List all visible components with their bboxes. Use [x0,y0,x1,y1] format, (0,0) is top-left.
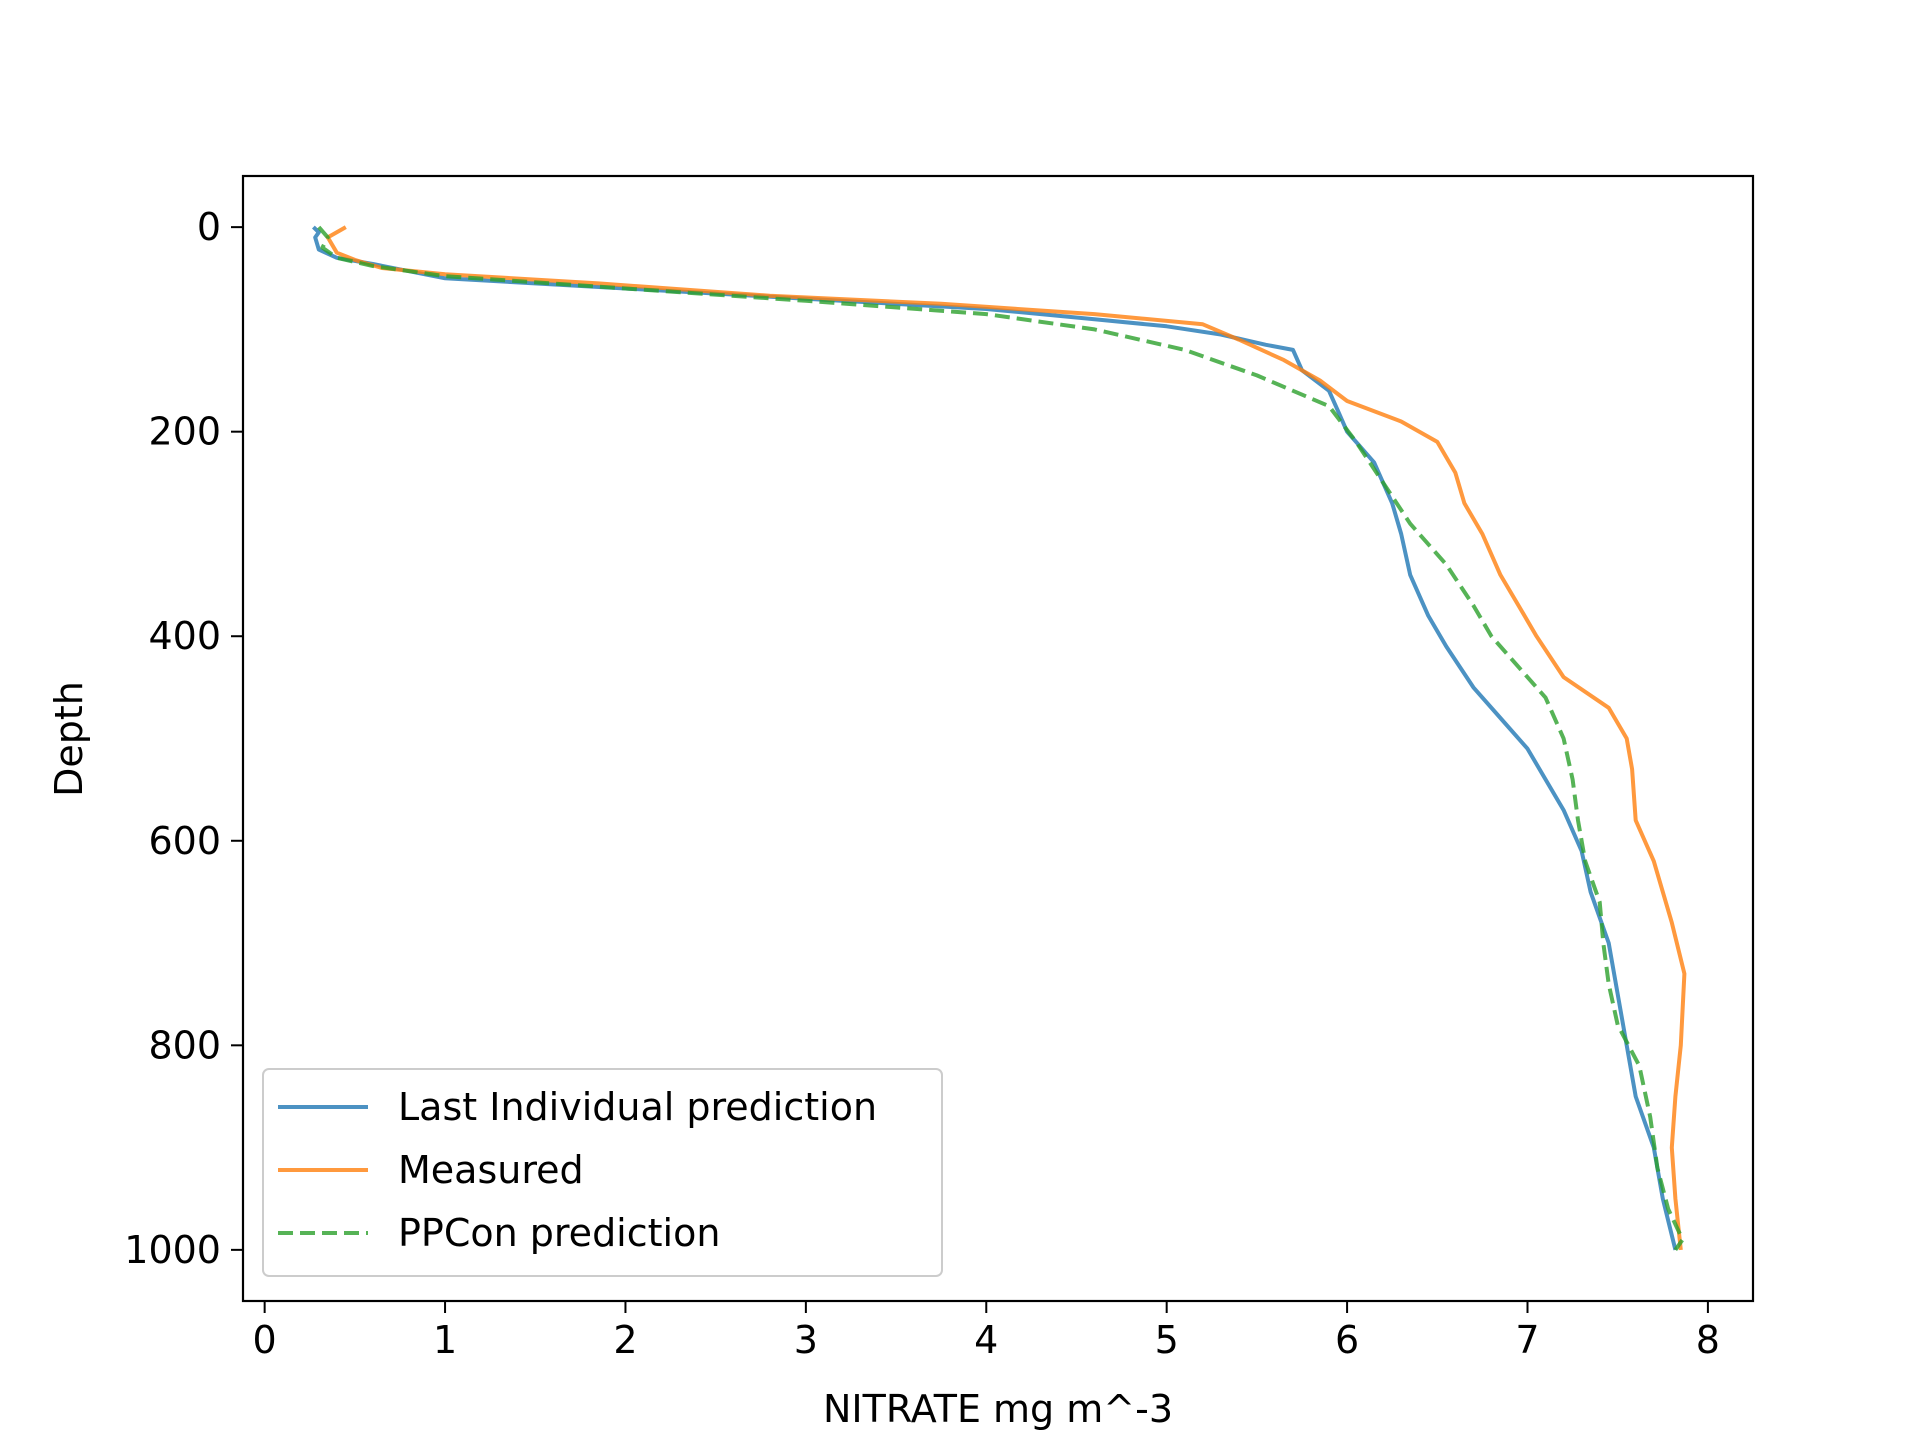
series-line-1 [325,225,1687,1251]
series-line-2 [317,225,1685,1252]
legend-label-0: Last Individual prediction [398,1085,877,1129]
x-tick-label: 7 [1515,1318,1539,1362]
legend: Last Individual prediction Measured PPCon … [262,1068,943,1277]
y-tick-label: 400 [148,614,221,658]
y-tick-label: 800 [148,1023,221,1067]
series-layer [312,225,1687,1252]
x-tick-label: 0 [253,1318,277,1362]
y-axis-title: Depth [47,681,91,797]
x-tick-label: 5 [1155,1318,1179,1362]
x-tick-label: 4 [974,1318,998,1362]
x-axis: 0 1 2 3 4 5 6 7 8 [253,1301,1720,1362]
x-axis-title: NITRATE mg m^-3 [823,1387,1173,1431]
x-tick-label: 8 [1696,1318,1720,1362]
y-tick-label: 600 [148,819,221,863]
x-tick-label: 1 [433,1318,457,1362]
x-tick-label: 6 [1335,1318,1359,1362]
y-tick-label: 200 [148,410,221,454]
plot-frame [241,174,1755,1303]
y-tick-label: 0 [197,205,221,249]
legend-label-2: PPCon prediction [398,1211,720,1255]
x-tick-label: 2 [613,1318,637,1362]
legend-box [262,1068,943,1277]
x-tick-label: 3 [794,1318,818,1362]
y-axis: 0 200 400 600 800 1000 [124,205,243,1272]
y-tick-label: 1000 [124,1228,221,1272]
legend-label-1: Measured [398,1148,584,1192]
